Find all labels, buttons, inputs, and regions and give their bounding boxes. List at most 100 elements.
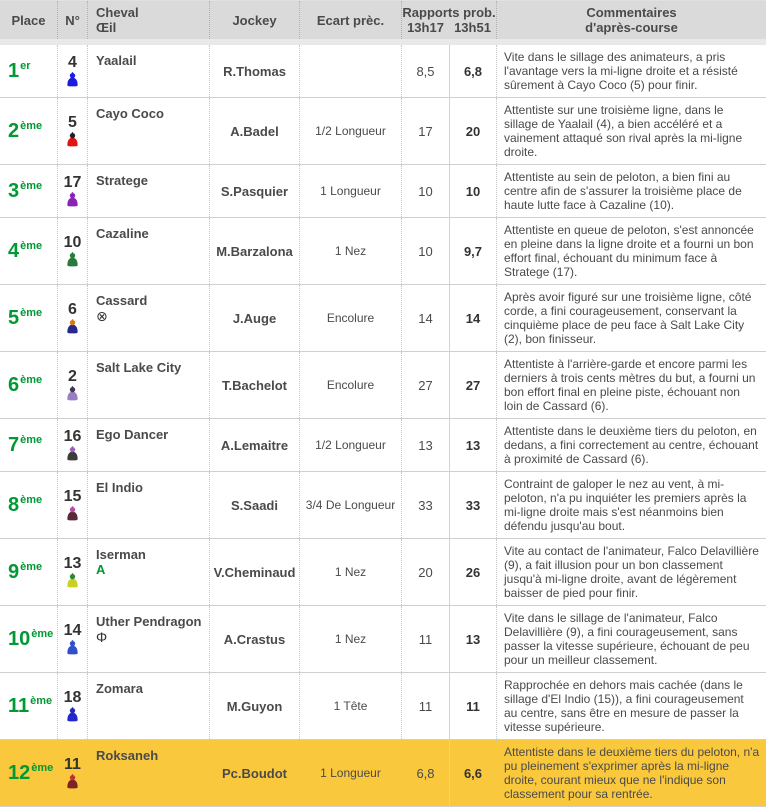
- place-cell: 4 ème: [0, 218, 58, 284]
- comment-text: Après avoir figuré sur une troisième lig…: [504, 290, 752, 346]
- number-cell: 5: [58, 98, 88, 164]
- cheval-cell: Iserman A: [88, 539, 210, 605]
- cheval-cell: Roksaneh: [88, 740, 210, 806]
- rapport-13h51-value: 11: [449, 673, 497, 739]
- cheval-cell: Stratege: [88, 165, 210, 217]
- horse-name: Roksaneh: [96, 748, 159, 763]
- horse-number: 6: [68, 301, 77, 318]
- place-cell: 9 ème: [0, 539, 58, 605]
- jockey-silks-icon: [67, 132, 78, 147]
- header-rapports: Rapports prob. 13h17 13h51: [402, 1, 497, 39]
- jockey-name: A.Crastus: [210, 606, 300, 672]
- jockey-silks-icon: [67, 319, 78, 334]
- jockey-silks-icon: [67, 573, 78, 588]
- table-row: 10 ème 14 Uther Pendragon Φ A.Crastus 1 …: [0, 606, 766, 673]
- place-suffix: ème: [20, 374, 43, 386]
- cheval-cell: Cazaline: [88, 218, 210, 284]
- ecart-value: Encolure: [300, 285, 402, 351]
- ecart-value: 1 Tête: [300, 673, 402, 739]
- place-cell: 12 ème: [0, 740, 58, 806]
- horse-number: 15: [63, 488, 82, 505]
- table-row: 8 ème 15 El Indio S.Saadi 3/4 De Longueu…: [0, 472, 766, 539]
- jockey-silks-icon: [67, 774, 78, 789]
- rapport-13h17-value: 20: [418, 564, 433, 580]
- rapport-13h51-value: 20: [449, 98, 497, 164]
- cheval-cell: Uther Pendragon Φ: [88, 606, 210, 672]
- place-suffix: ème: [31, 628, 54, 640]
- comment-text: Attentiste dans le deuxième tiers du pel…: [504, 745, 760, 801]
- cheval-cell: Cayo Coco: [88, 98, 210, 164]
- rapport-13h17-value: 10: [418, 183, 433, 199]
- number-cell: 17: [58, 165, 88, 217]
- table-row: 5 ème 6 Cassard ⊗ J.Auge Encolure 14 14 …: [0, 285, 766, 352]
- horse-number: 13: [63, 555, 82, 572]
- jockey-silks-icon: [67, 640, 78, 655]
- jockey-name: M.Barzalona: [210, 218, 300, 284]
- rapport-13h51-value: 26: [449, 539, 497, 605]
- horse-number: 16: [63, 428, 82, 445]
- horse-name: El Indio: [96, 480, 143, 495]
- header-rapports-hours: 13h17 13h51: [402, 20, 496, 35]
- ecart-value: Encolure: [300, 352, 402, 418]
- place-cell: 10 ème: [0, 606, 58, 672]
- table-row: 1 er 4 Yaalail R.Thomas 8,5 6,8 Vite dan…: [0, 45, 766, 98]
- place-number: 5: [8, 307, 20, 329]
- oeil-symbol: ⊗: [96, 308, 108, 324]
- horse-number: 2: [68, 368, 77, 385]
- header-ecart: Ecart prèc.: [300, 1, 402, 39]
- horse-name: Zomara: [96, 681, 143, 696]
- place-number: 9: [8, 561, 20, 583]
- number-cell: 6: [58, 285, 88, 351]
- place-cell: 6 ème: [0, 352, 58, 418]
- cheval-cell: Yaalail: [88, 45, 210, 97]
- header-cheval-oeil: Cheval Œil: [88, 1, 210, 39]
- rapport-13h51-value: 10: [449, 165, 497, 217]
- horse-number: 14: [63, 622, 82, 639]
- place-cell: 11 ème: [0, 673, 58, 739]
- number-cell: 13: [58, 539, 88, 605]
- ecart-value: 1 Nez: [300, 606, 402, 672]
- comment-text: Attentiste au sein de peloton, a bien fi…: [504, 170, 742, 212]
- rapport-13h17-value: 6,8: [416, 765, 435, 781]
- cheval-cell: Zomara: [88, 673, 210, 739]
- place-suffix: er: [20, 60, 31, 72]
- comment-text: Vite dans le sillage des animateurs, a p…: [504, 50, 738, 92]
- rapport-13h17-value: 14: [418, 310, 433, 326]
- comment-text: Contraint de galoper le nez au vent, à m…: [504, 477, 747, 533]
- rapport-13h17-value: 33: [418, 497, 433, 513]
- comment-text: Attentiste à l'arrière-garde et encore p…: [504, 357, 756, 413]
- place-number: 6: [8, 374, 20, 396]
- jockey-name: S.Saadi: [210, 472, 300, 538]
- cheval-cell: Ego Dancer: [88, 419, 210, 471]
- comment-text: Attentiste dans le deuxième tiers du pel…: [504, 424, 759, 466]
- table-row: 12 ème 11 Roksaneh Pc.Boudot 1 Longueur …: [0, 740, 766, 807]
- ecart-value: 1 Longueur: [300, 740, 402, 806]
- jockey-name: A.Lemaitre: [210, 419, 300, 471]
- place-number: 8: [8, 494, 20, 516]
- rapport-13h17-value: 11: [418, 698, 433, 714]
- horse-name: Iserman: [96, 547, 146, 562]
- rapport-13h51-value: 6,6: [449, 740, 497, 806]
- place-suffix: ème: [30, 695, 53, 707]
- place-number: 7: [8, 434, 20, 456]
- ecart-value: [300, 45, 402, 97]
- place-suffix: ème: [20, 494, 43, 506]
- cheval-cell: El Indio: [88, 472, 210, 538]
- table-header: Place N° Cheval Œil Jockey Ecart prèc. R…: [0, 1, 766, 45]
- horse-name: Cassard: [96, 293, 148, 308]
- jockey-silks-icon: [67, 252, 78, 267]
- header-commentaires: Commentaires d'après-course: [497, 1, 766, 39]
- jockey-name: S.Pasquier: [210, 165, 300, 217]
- cheval-cell: Cassard ⊗: [88, 285, 210, 351]
- header-hour2: 13h51: [454, 20, 491, 35]
- place-cell: 1 er: [0, 45, 58, 97]
- horse-name: Salt Lake City: [96, 360, 182, 375]
- place-suffix: ème: [20, 307, 43, 319]
- horse-name: Ego Dancer: [96, 427, 169, 442]
- jockey-name: A.Badel: [210, 98, 300, 164]
- place-number: 3: [8, 180, 20, 202]
- place-cell: 3 ème: [0, 165, 58, 217]
- oeil-symbol: Φ: [96, 629, 108, 645]
- ecart-value: 1/2 Longueur: [300, 98, 402, 164]
